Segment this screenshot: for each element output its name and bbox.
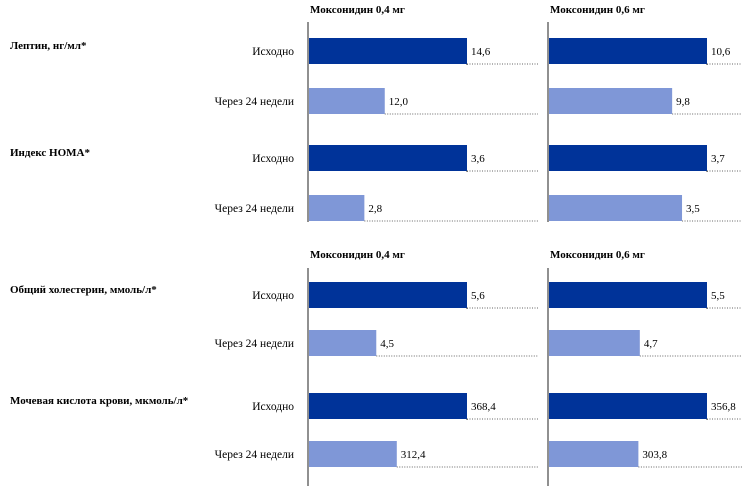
metric-label: Индекс НОМА* bbox=[10, 147, 90, 159]
column-header: Моксонидин 0,4 мг bbox=[310, 4, 405, 16]
value-label: 356,8 bbox=[711, 401, 736, 413]
metric-label: Мочевая кислота крови, мкмоль/л* bbox=[10, 395, 189, 407]
bar-after bbox=[549, 330, 640, 356]
row-label: Исходно bbox=[252, 290, 294, 302]
bar-after bbox=[549, 88, 673, 114]
column-header: Моксонидин 0,6 мг bbox=[550, 4, 645, 16]
metric-label: Лептин, нг/мл* bbox=[10, 40, 87, 52]
value-label: 312,4 bbox=[401, 449, 426, 461]
bar-after bbox=[309, 441, 397, 467]
column-header: Моксонидин 0,6 мг bbox=[550, 249, 645, 261]
value-label: 2,8 bbox=[368, 203, 382, 215]
metric-label: Общий холестерин, ммоль/л* bbox=[10, 284, 157, 296]
row-label: Исходно bbox=[252, 153, 294, 165]
bar-after bbox=[309, 330, 377, 356]
value-label: 4,5 bbox=[380, 338, 394, 350]
bar-after bbox=[309, 195, 365, 221]
bar-baseline bbox=[549, 282, 707, 308]
row-label: Через 24 недели bbox=[215, 203, 294, 215]
value-label: 3,7 bbox=[711, 153, 725, 165]
value-label: 303,8 bbox=[642, 449, 667, 461]
value-label: 5,5 bbox=[711, 290, 725, 302]
bar-after bbox=[549, 441, 639, 467]
value-label: 9,8 bbox=[676, 96, 690, 108]
bar-baseline bbox=[309, 282, 467, 308]
value-label: 368,4 bbox=[471, 401, 496, 413]
bar-baseline bbox=[309, 145, 467, 171]
value-label: 3,5 bbox=[686, 203, 700, 215]
value-label: 4,7 bbox=[644, 338, 658, 350]
row-label: Через 24 недели bbox=[215, 96, 294, 108]
value-label: 3,6 bbox=[471, 153, 485, 165]
value-label: 10,6 bbox=[711, 46, 731, 58]
column-header: Моксонидин 0,4 мг bbox=[310, 249, 405, 261]
value-label: 5,6 bbox=[471, 290, 485, 302]
row-label: Исходно bbox=[252, 46, 294, 58]
bar-baseline bbox=[309, 38, 467, 64]
row-label: Через 24 недели bbox=[215, 449, 294, 461]
value-label: 14,6 bbox=[471, 46, 491, 58]
bar-after bbox=[549, 195, 683, 221]
bar-baseline bbox=[549, 393, 707, 419]
row-label: Исходно bbox=[252, 401, 294, 413]
bar-baseline bbox=[309, 393, 467, 419]
bar-baseline bbox=[549, 145, 707, 171]
bar-baseline bbox=[549, 38, 707, 64]
value-label: 12,0 bbox=[389, 96, 409, 108]
row-label: Через 24 недели bbox=[215, 338, 294, 350]
bar-after bbox=[309, 88, 385, 114]
